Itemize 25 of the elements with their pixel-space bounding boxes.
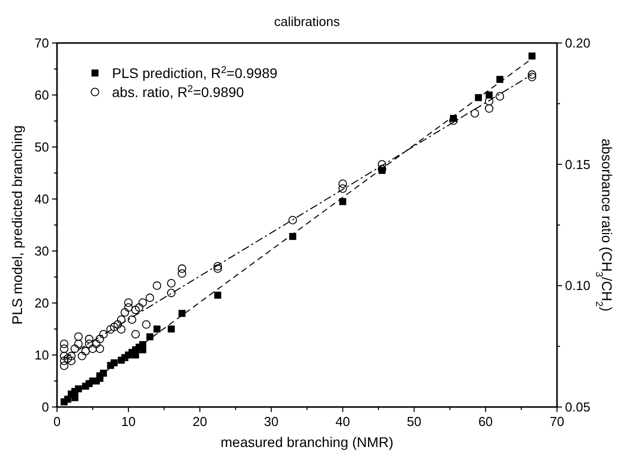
y2-tick-label: 0.05 [565,400,590,414]
chart-title: calibrations [274,14,340,29]
x-tick-label: 30 [264,414,279,429]
y2-tick-label: 0.15 [565,156,590,172]
y2-tick-label: 0.10 [565,278,590,294]
x-tick-label: 60 [478,414,493,429]
legend-label: abs. ratio, R$^{2}$=0.9890 [112,84,244,100]
x-axis-title: measured branching (NMR) [220,434,394,450]
y-tick-label: 70 [34,36,49,50]
x-tick-label: 10 [121,414,136,429]
y-axis-title: PLS model, predicted branching [9,125,25,325]
legend-label: PLS prediction, R$^{2}$=0.9989 [112,64,278,81]
y-tick-label: 20 [34,296,49,310]
y-tick-label: 0 [42,400,49,414]
y-tick-label: 40 [34,192,49,206]
x-tick-label: 40 [335,414,350,429]
x-tick-label: 70 [550,414,564,429]
x-tick-label: 0 [53,414,61,429]
x-tick-label: 20 [192,414,208,429]
y2-tick-label: 0.20 [565,36,590,50]
y-tick-label: 50 [34,140,49,154]
y-tick-label: 60 [34,88,49,102]
y-tick-label: 30 [34,244,49,258]
y-tick-label: 10 [34,348,49,362]
x-tick-label: 50 [406,414,422,429]
